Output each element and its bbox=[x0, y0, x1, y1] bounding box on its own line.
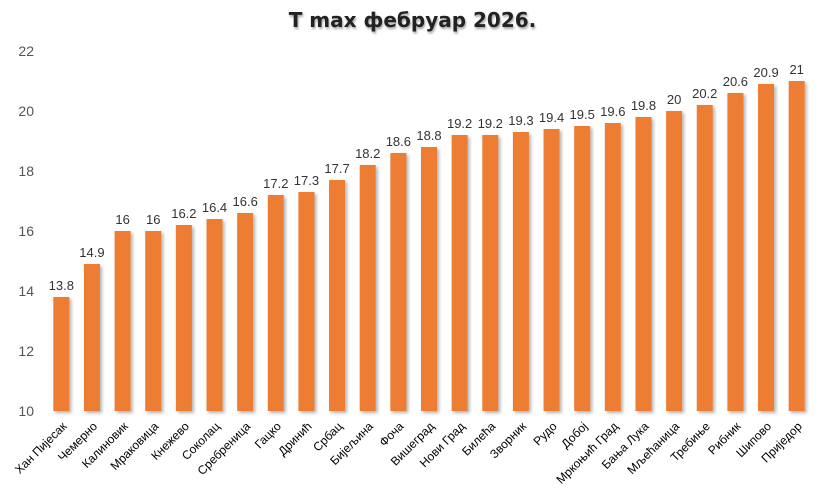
data-label: 16 bbox=[115, 212, 129, 227]
y-tick-label: 20 bbox=[18, 103, 34, 119]
bar bbox=[512, 132, 529, 411]
bar bbox=[298, 192, 315, 411]
bar bbox=[175, 225, 192, 411]
data-label: 14.9 bbox=[79, 245, 104, 260]
data-label: 19.3 bbox=[508, 113, 533, 128]
data-label: 21 bbox=[789, 62, 803, 77]
data-label: 17.7 bbox=[324, 161, 349, 176]
bar bbox=[788, 81, 805, 411]
bar bbox=[359, 165, 376, 411]
bar bbox=[758, 84, 775, 411]
data-label: 20 bbox=[667, 92, 681, 107]
data-label: 19.8 bbox=[631, 98, 656, 113]
data-label: 19.6 bbox=[600, 104, 625, 119]
bar bbox=[53, 297, 70, 411]
bar bbox=[696, 105, 713, 411]
data-label: 20.2 bbox=[692, 86, 717, 101]
bar bbox=[635, 117, 652, 411]
bar bbox=[421, 147, 437, 411]
data-label: 16.6 bbox=[233, 194, 258, 209]
data-label: 16 bbox=[146, 212, 160, 227]
data-label: 18.6 bbox=[386, 134, 411, 149]
data-label: 20.9 bbox=[753, 65, 778, 80]
bar bbox=[604, 123, 621, 411]
y-tick-label: 22 bbox=[18, 43, 34, 59]
bar bbox=[482, 135, 499, 411]
bar bbox=[329, 180, 346, 411]
data-label: 19.4 bbox=[539, 110, 564, 125]
bar bbox=[145, 231, 162, 411]
data-label: 18.8 bbox=[416, 128, 441, 143]
data-label: 19.5 bbox=[570, 107, 595, 122]
data-label: 18.2 bbox=[355, 146, 380, 161]
data-label: 19.2 bbox=[478, 116, 503, 131]
bar bbox=[666, 111, 683, 411]
bar bbox=[267, 195, 284, 411]
y-axis: 10 12 14 16 18 20 22 bbox=[18, 43, 34, 419]
y-tick-label: 14 bbox=[18, 283, 34, 299]
bar bbox=[390, 153, 407, 411]
data-label: 16.2 bbox=[171, 206, 196, 221]
bars bbox=[53, 81, 805, 411]
bar bbox=[543, 129, 560, 411]
bar bbox=[727, 93, 744, 411]
data-labels: 13.8 14.9 16 16 16.2 16.4 16.6 17.2 17.3 17.7 18.2… bbox=[49, 62, 804, 293]
category-label: Рудо bbox=[530, 419, 559, 448]
bar bbox=[237, 213, 254, 411]
data-label: 17.2 bbox=[263, 176, 288, 191]
data-label: 13.8 bbox=[49, 278, 74, 293]
x-axis: Хан ПијесакЧемерноКалиновикМраковицаКнеж… bbox=[12, 419, 805, 487]
bar bbox=[83, 264, 100, 411]
data-label: 19.2 bbox=[447, 116, 472, 131]
category-label: Дринић bbox=[275, 419, 314, 458]
bar bbox=[206, 219, 223, 411]
data-label: 17.3 bbox=[294, 173, 319, 188]
chart-title: T max фебруар 2026. bbox=[288, 8, 537, 32]
bar bbox=[574, 126, 591, 411]
y-tick-label: 12 bbox=[18, 343, 34, 359]
data-label: 16.4 bbox=[202, 200, 227, 215]
y-tick-label: 16 bbox=[18, 223, 34, 239]
bar bbox=[114, 231, 131, 411]
y-tick-label: 18 bbox=[18, 163, 34, 179]
bar bbox=[451, 135, 468, 411]
data-label: 20.6 bbox=[723, 74, 748, 89]
y-tick-label: 10 bbox=[18, 403, 34, 419]
